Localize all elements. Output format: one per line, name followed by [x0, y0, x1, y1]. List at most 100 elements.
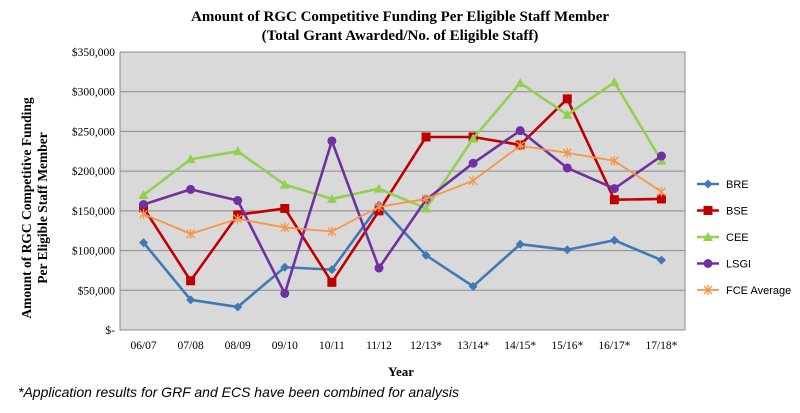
x-tick-label: 16/17* — [598, 340, 630, 352]
data-point — [374, 201, 384, 212]
data-point — [515, 140, 525, 151]
series-lines — [138, 77, 667, 312]
data-point — [609, 77, 620, 87]
data-point — [186, 228, 196, 239]
data-point — [233, 196, 243, 206]
series-line — [143, 129, 663, 295]
data-point — [421, 132, 431, 142]
legend-item: LSGI — [697, 259, 751, 271]
data-point — [703, 259, 713, 268]
y-tick-label: $150,000 — [72, 205, 115, 218]
data-point — [656, 194, 666, 204]
data-point — [327, 226, 337, 237]
data-point — [468, 158, 478, 168]
x-tick-label: 12/13* — [410, 340, 442, 352]
x-tick-label: 10/11 — [319, 340, 345, 352]
data-point — [656, 186, 666, 197]
legend-item: BSE — [697, 206, 748, 218]
data-point — [373, 183, 384, 193]
x-tick-label: 08/09 — [225, 340, 251, 352]
series-line — [142, 80, 663, 210]
legend-label: FCE Average — [726, 285, 791, 297]
y-tick-label: $100,000 — [72, 245, 115, 258]
data-point — [280, 222, 290, 233]
data-point — [326, 193, 337, 203]
data-point — [609, 195, 619, 205]
data-point — [374, 263, 384, 273]
legend-item: BRE — [697, 179, 749, 191]
y-tick-label: $350,000 — [72, 46, 115, 59]
series-line — [142, 97, 662, 284]
data-point — [515, 126, 525, 136]
legend-label: LSGI — [726, 259, 751, 271]
data-point — [233, 213, 243, 224]
legend-item: CEE — [697, 232, 749, 244]
data-point — [562, 94, 572, 104]
x-tick-label: 17/18* — [645, 340, 677, 352]
data-point — [609, 235, 619, 245]
data-point — [562, 163, 572, 173]
data-point — [139, 209, 149, 220]
data-point — [515, 239, 525, 249]
data-point — [139, 238, 149, 248]
data-point — [138, 189, 149, 199]
data-point — [609, 184, 619, 194]
chart-title: Amount of RGC Competitive Funding Per El… — [0, 8, 800, 46]
data-point — [515, 77, 526, 87]
data-point — [279, 179, 290, 189]
series-cee — [138, 77, 667, 213]
footnote: *Application results for GRF and ECS hav… — [18, 384, 459, 400]
legend: BRE BSE CEE LSGI FCE Average — [697, 179, 791, 297]
x-tick-label: 15/16* — [551, 340, 583, 352]
series-line — [143, 144, 662, 235]
data-point — [468, 281, 478, 291]
y-tick-label: $50,000 — [78, 284, 116, 297]
x-tick-labels: 06/07 07/08 08/09 09/10 10/11 11/12 12/13* 13/1… — [130, 340, 677, 352]
y-tick-labels: $- $50,000 $100,000 $150,000 $200,000 $250,00… — [72, 46, 115, 337]
data-point — [468, 175, 478, 186]
chart-title-line-1: Amount of RGC Competitive Funding Per El… — [190, 9, 610, 25]
data-point — [327, 136, 337, 146]
legend-label: CEE — [726, 232, 749, 244]
y-tick-label: $300,000 — [72, 86, 115, 99]
data-point — [656, 255, 666, 265]
chart-title-line-2: (Total Grant Awarded/No. of Eligible Sta… — [261, 28, 539, 44]
data-point — [609, 155, 619, 166]
legend-item: FCE Average — [697, 285, 791, 297]
data-point — [656, 151, 666, 161]
data-point — [280, 262, 290, 272]
x-tick-label: 06/07 — [130, 340, 156, 352]
data-point — [421, 193, 431, 204]
series-line — [142, 203, 662, 309]
x-tick-label: 14/15* — [504, 340, 536, 352]
y-tick-label: $200,000 — [72, 165, 115, 178]
gridlines — [120, 51, 685, 291]
data-point — [562, 245, 572, 255]
data-point — [139, 200, 149, 210]
data-point — [232, 146, 243, 156]
data-point — [703, 206, 713, 215]
y-tick-label: $250,000 — [72, 125, 115, 138]
data-point — [233, 302, 243, 312]
series-fce-average — [139, 140, 666, 239]
data-point — [703, 232, 713, 241]
data-point — [327, 265, 337, 275]
x-axis-label: Year — [388, 364, 414, 379]
data-point — [562, 109, 573, 119]
legend-label: BSE — [726, 206, 748, 218]
x-tick-label: 07/08 — [178, 340, 204, 352]
data-point — [327, 277, 337, 287]
data-point — [185, 154, 196, 164]
plot-area — [119, 51, 686, 331]
x-tick-label: 13/14* — [457, 340, 489, 352]
data-point — [562, 147, 572, 158]
data-point — [280, 203, 290, 213]
x-tick-label: 11/12 — [366, 340, 392, 352]
data-point — [703, 285, 713, 295]
series-bre — [139, 200, 666, 312]
y-tick-label: $- — [105, 324, 115, 337]
x-tick-label: 09/10 — [272, 340, 298, 352]
data-point — [421, 203, 432, 213]
data-point — [280, 288, 290, 298]
